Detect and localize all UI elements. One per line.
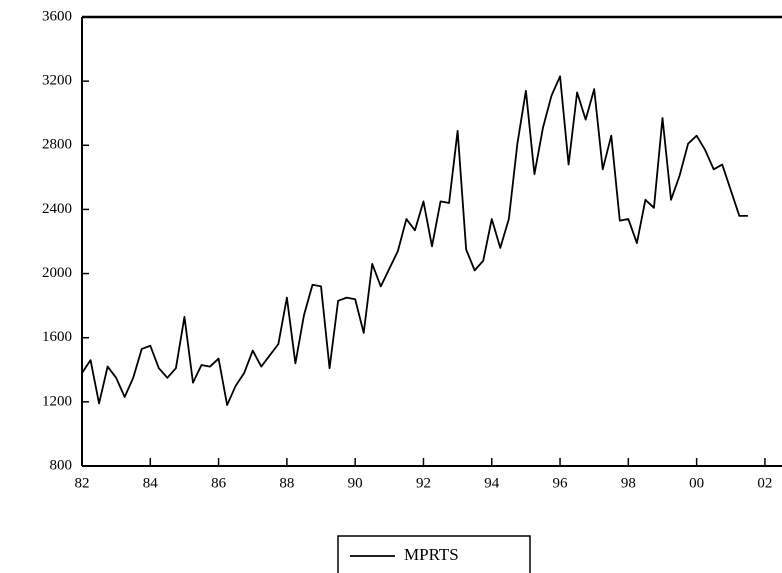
x-tick-label: 00 [689, 475, 704, 491]
x-tick-label: 02 [757, 475, 772, 491]
y-tick-label: 3600 [42, 8, 72, 24]
y-tick-label: 800 [50, 457, 73, 473]
y-tick-label: 2800 [42, 137, 72, 153]
y-tick-label: 2000 [42, 265, 72, 281]
y-tick-label: 3200 [42, 73, 72, 89]
legend-label: MPRTS [404, 545, 459, 564]
x-tick-label: 94 [484, 475, 500, 491]
x-tick-label: 84 [143, 475, 159, 491]
x-tick-label: 92 [416, 475, 431, 491]
legend-box [337, 535, 531, 573]
y-tick-label: 2400 [42, 201, 72, 217]
x-tick-label: 90 [348, 475, 363, 491]
y-tick-label: 1600 [42, 329, 72, 345]
y-tick-label: 1200 [42, 393, 72, 409]
x-tick-label: 86 [211, 475, 227, 491]
x-tick-label: 88 [279, 475, 294, 491]
data-line [81, 75, 748, 406]
x-tick-label: 82 [75, 475, 90, 491]
x-tick-label: 96 [553, 475, 569, 491]
x-tick-label: 98 [621, 475, 636, 491]
